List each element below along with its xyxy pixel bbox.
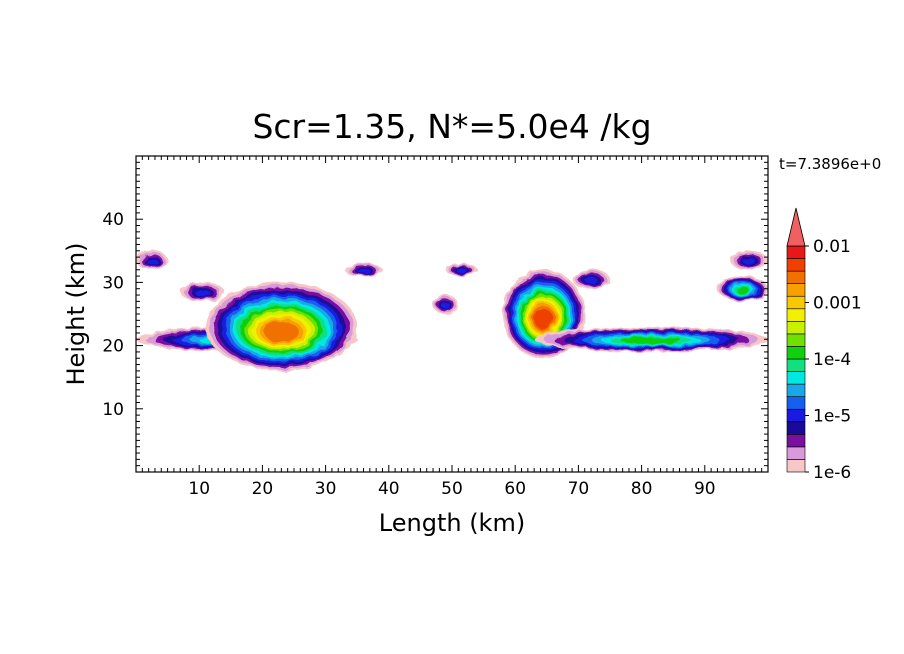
y-tick-label: 40 — [102, 210, 124, 230]
cloud-contour — [736, 286, 750, 294]
x-tick-label: 30 — [315, 479, 337, 499]
cloud-contour — [194, 289, 210, 297]
y-tick-label: 20 — [102, 337, 124, 357]
colorbar-segment — [786, 408, 806, 423]
colorbar-segment — [786, 459, 806, 473]
x-tick-label: 70 — [568, 479, 590, 499]
x-tick-label: 10 — [188, 479, 210, 499]
cloud-region — [344, 263, 383, 277]
colorbar-segment — [786, 270, 806, 284]
colorbar-tick-label: 0.01 — [813, 237, 851, 257]
colorbar-tick-label: 1e-4 — [813, 350, 851, 370]
cloud-contour — [742, 257, 756, 265]
y-tick-label: 30 — [102, 273, 124, 293]
x-tick-label: 40 — [378, 479, 400, 499]
cloud-region — [205, 282, 358, 371]
axis-ticks: 10 20 30 40 50 60 70 80 90 10 20 30 40 — [102, 156, 768, 499]
time-label: t=7.3896e+0 — [779, 155, 881, 173]
cloud-contour — [620, 337, 682, 344]
colorbar-segment — [786, 295, 806, 310]
colorbar-tick-label: 0.001 — [813, 294, 862, 314]
cloud-region — [572, 269, 610, 289]
x-tick-label: 90 — [694, 479, 716, 499]
x-axis-label: Length (km) — [379, 509, 525, 537]
y-axis-label: Height (km) — [62, 243, 90, 386]
colorbar-segment — [786, 245, 806, 259]
colorbar-segment — [786, 283, 806, 297]
cloud-contour — [584, 276, 598, 284]
cloud-region — [717, 276, 768, 302]
chart-title: Scr=1.35, N*=5.0e4 /kg — [252, 107, 651, 146]
cloud-contour — [534, 309, 554, 330]
cloud-region — [445, 263, 478, 277]
cloud-contour — [356, 268, 371, 273]
x-tick-label: 60 — [504, 479, 526, 499]
cloud-contour — [146, 257, 158, 265]
colorbar: 0.01 0.001 1e-4 1e-5 1e-6 — [786, 207, 862, 483]
colorbar-extend-arrow — [786, 207, 806, 247]
cloud-region — [433, 295, 459, 314]
cloud-contour — [441, 302, 451, 309]
colorbar-segment — [786, 358, 806, 372]
colorbar-segment — [786, 434, 806, 448]
colorbar-segment — [786, 371, 806, 385]
colorbar-segment — [786, 421, 806, 435]
x-tick-label: 50 — [441, 479, 463, 499]
cloud-region — [730, 250, 768, 270]
cloud-field — [136, 250, 768, 371]
colorbar-segment — [786, 383, 806, 397]
x-tick-label: 20 — [252, 479, 274, 499]
cloud-contour — [456, 268, 467, 273]
cloud-contour — [263, 321, 299, 342]
colorbar-segment — [786, 446, 806, 460]
cloud-region — [136, 250, 168, 270]
cloud-region — [502, 269, 585, 359]
colorbar-tick-label: 1e-6 — [813, 463, 851, 483]
colorbar-segment — [786, 321, 806, 335]
colorbar-segment — [786, 333, 806, 347]
colorbar-segment — [786, 258, 806, 272]
colorbar-segment — [786, 396, 806, 410]
cloud-region — [534, 326, 768, 352]
cloud-region — [180, 282, 225, 302]
x-tick-label: 80 — [631, 479, 653, 499]
colorbar-tick-label: 1e-5 — [813, 407, 851, 427]
colorbar-segment — [786, 346, 806, 360]
y-tick-label: 10 — [102, 400, 124, 420]
colorbar-segment — [786, 308, 806, 322]
